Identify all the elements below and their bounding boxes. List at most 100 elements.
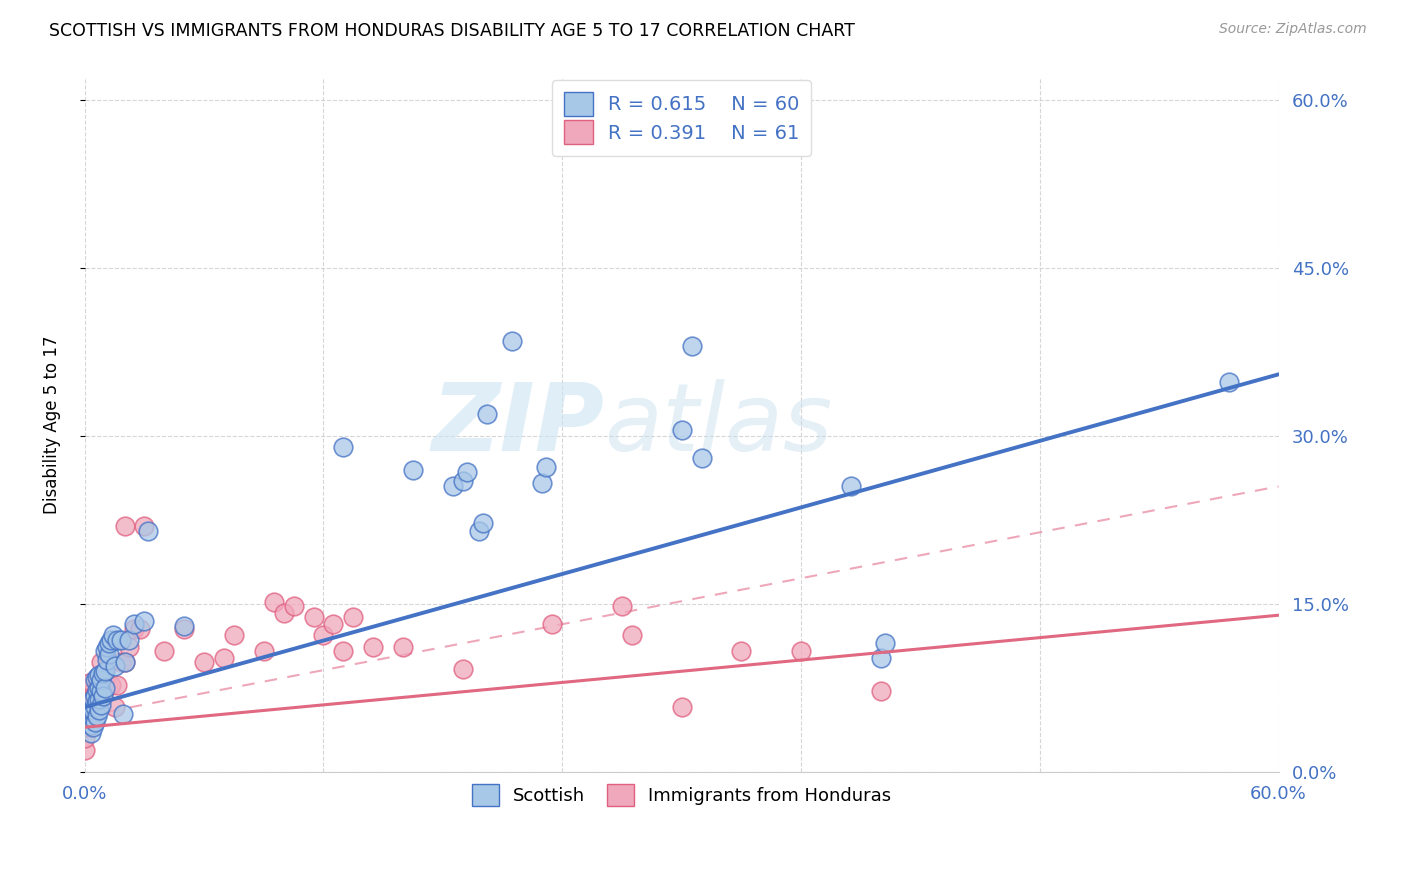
Point — [114, 518, 136, 533]
Point — [869, 650, 891, 665]
Point — [124, 622, 146, 636]
Point — [100, 678, 122, 692]
Point — [93, 644, 115, 658]
Point — [90, 655, 112, 669]
Point — [173, 622, 195, 636]
Point — [402, 462, 425, 476]
Text: ZIP: ZIP — [432, 379, 605, 471]
Point — [93, 673, 115, 688]
Point — [83, 689, 105, 703]
Point — [91, 689, 114, 703]
Point — [90, 698, 112, 712]
Text: Source: ZipAtlas.com: Source: ZipAtlas.com — [1219, 22, 1367, 37]
Point — [87, 681, 110, 695]
Point — [283, 599, 305, 614]
Point — [302, 610, 325, 624]
Point — [541, 617, 564, 632]
Point — [87, 692, 110, 706]
Point — [83, 714, 105, 729]
Text: atlas: atlas — [605, 379, 832, 470]
Point — [1218, 375, 1240, 389]
Point — [80, 726, 103, 740]
Point — [467, 524, 489, 539]
Point — [117, 632, 139, 647]
Point — [392, 640, 415, 654]
Point — [342, 610, 364, 624]
Point — [610, 599, 633, 614]
Point — [153, 644, 176, 658]
Point — [124, 617, 146, 632]
Point — [117, 640, 139, 654]
Point — [82, 703, 104, 717]
Point — [138, 524, 160, 539]
Point — [90, 684, 112, 698]
Point — [869, 684, 891, 698]
Point — [97, 636, 120, 650]
Point — [83, 700, 105, 714]
Point — [110, 655, 132, 669]
Point — [361, 640, 384, 654]
Point — [80, 703, 103, 717]
Point — [681, 339, 703, 353]
Point — [173, 619, 195, 633]
Point — [86, 683, 108, 698]
Point — [322, 617, 344, 632]
Point — [671, 423, 693, 437]
Point — [73, 681, 96, 695]
Point — [332, 440, 354, 454]
Point — [114, 655, 136, 669]
Point — [690, 451, 713, 466]
Point — [451, 662, 474, 676]
Point — [91, 666, 114, 681]
Point — [73, 714, 96, 729]
Point — [73, 703, 96, 717]
Point — [134, 614, 156, 628]
Point — [82, 720, 104, 734]
Point — [332, 644, 354, 658]
Point — [77, 687, 100, 701]
Y-axis label: Disability Age 5 to 17: Disability Age 5 to 17 — [44, 335, 60, 514]
Point — [73, 698, 96, 712]
Point — [671, 700, 693, 714]
Point — [620, 628, 643, 642]
Point — [73, 689, 96, 703]
Point — [90, 673, 112, 688]
Point — [80, 718, 103, 732]
Point — [73, 703, 96, 717]
Point — [87, 681, 110, 695]
Point — [97, 648, 120, 662]
Point — [103, 700, 125, 714]
Point — [77, 720, 100, 734]
Text: SCOTTISH VS IMMIGRANTS FROM HONDURAS DISABILITY AGE 5 TO 17 CORRELATION CHART: SCOTTISH VS IMMIGRANTS FROM HONDURAS DIS… — [49, 22, 855, 40]
Point — [83, 673, 105, 688]
Point — [502, 334, 524, 348]
Point — [263, 595, 285, 609]
Point — [73, 742, 96, 756]
Point — [105, 678, 128, 692]
Point — [76, 714, 98, 729]
Point — [839, 479, 862, 493]
Point — [110, 632, 132, 647]
Point — [873, 636, 896, 650]
Point — [730, 644, 752, 658]
Point — [105, 632, 128, 647]
Point — [83, 703, 105, 717]
Point — [93, 665, 115, 679]
Point — [451, 474, 474, 488]
Point — [212, 650, 235, 665]
Point — [536, 460, 558, 475]
Point — [222, 628, 245, 642]
Point — [111, 706, 134, 721]
Point — [114, 655, 136, 669]
Point — [103, 658, 125, 673]
Point — [312, 628, 335, 642]
Point — [91, 689, 114, 703]
Point — [80, 675, 103, 690]
Point — [87, 703, 110, 717]
Point — [77, 698, 100, 712]
Point — [134, 518, 156, 533]
Point — [86, 675, 108, 690]
Point — [82, 689, 104, 703]
Legend: Scottish, Immigrants from Honduras: Scottish, Immigrants from Honduras — [463, 775, 901, 815]
Point — [790, 644, 813, 658]
